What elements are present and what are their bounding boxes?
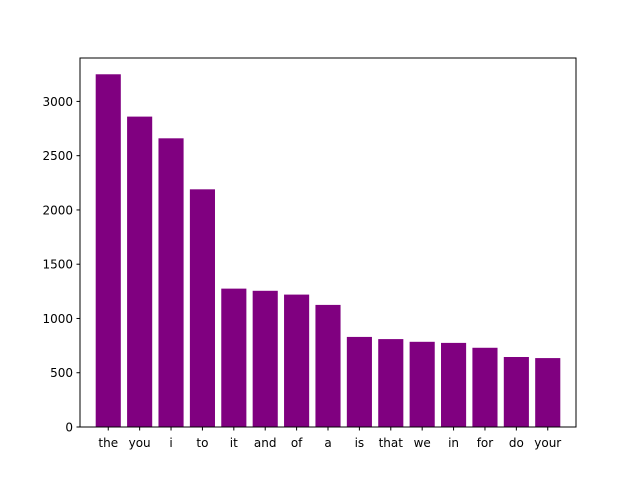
bar-and — [252, 290, 278, 427]
bar-you — [127, 116, 153, 427]
x-tick-label: a — [324, 436, 331, 450]
x-tick-label: that — [379, 436, 404, 450]
y-tick-label: 3000 — [42, 95, 73, 109]
y-tick-label: 1000 — [42, 312, 73, 326]
y-tick-label: 1500 — [42, 258, 73, 272]
bar-do — [503, 356, 529, 427]
bar-that — [378, 339, 404, 427]
x-tick-label: it — [230, 436, 238, 450]
bar-in — [441, 342, 467, 427]
y-tick-label: 0 — [65, 421, 73, 435]
x-axis: the you i to it and of a is that we in for do your — [98, 427, 561, 450]
bar-for — [472, 347, 498, 427]
x-tick-label: for — [477, 436, 494, 450]
x-tick-label: do — [509, 436, 524, 450]
bar-is — [346, 336, 372, 427]
y-tick-label: 2000 — [42, 203, 73, 217]
y-tick-label: 500 — [50, 366, 73, 380]
bar-i — [158, 138, 184, 427]
x-tick-label: your — [534, 436, 561, 450]
bar-a — [315, 304, 341, 427]
x-tick-label: you — [129, 436, 151, 450]
x-tick-label: we — [414, 436, 431, 450]
x-tick-label: in — [448, 436, 459, 450]
bar-to — [189, 189, 215, 427]
bar-we — [409, 341, 435, 427]
x-tick-label: the — [98, 436, 118, 450]
bars-group — [95, 74, 561, 427]
x-tick-label: of — [291, 436, 303, 450]
bar-of — [284, 294, 310, 427]
x-tick-label: to — [196, 436, 208, 450]
bar-it — [221, 288, 247, 427]
x-tick-label: and — [254, 436, 277, 450]
bar-the — [95, 74, 121, 427]
x-tick-label: i — [169, 436, 172, 450]
y-tick-label: 2500 — [42, 149, 73, 163]
bar-your — [535, 358, 561, 427]
x-tick-label: is — [355, 436, 365, 450]
y-axis: 0 500 1000 1500 2000 2500 3000 — [42, 95, 80, 435]
